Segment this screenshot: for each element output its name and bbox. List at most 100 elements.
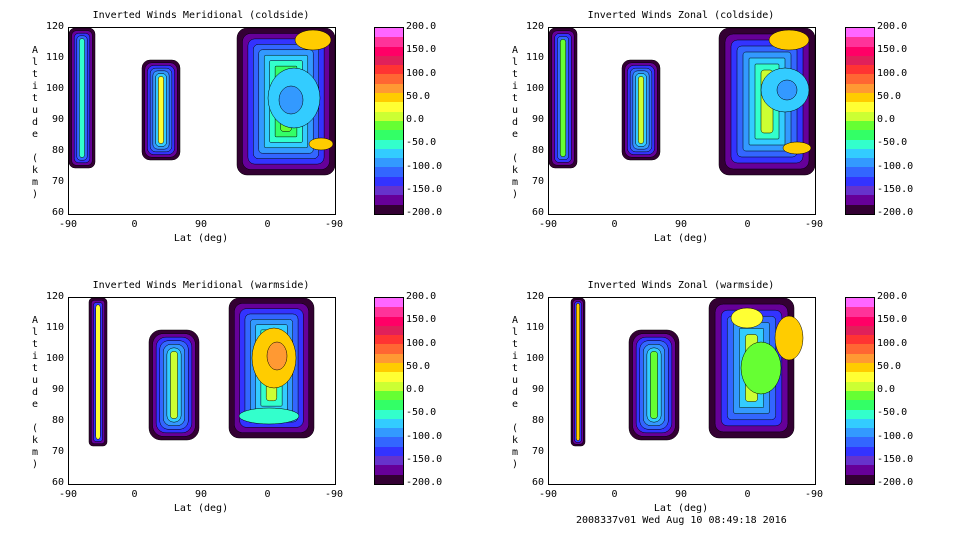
x-tick-label: 0: [131, 219, 138, 230]
colorbar-tick-label: -150.0: [406, 453, 443, 465]
colorbar-tick-label: 100.0: [877, 337, 908, 349]
colorbar-tick-label: 200.0: [877, 291, 908, 302]
x-tick-label: 0: [744, 489, 751, 500]
colorbar-swatch: [375, 186, 403, 196]
colorbar-swatch: [375, 158, 403, 168]
colorbar-tick-label: -100.0: [877, 160, 914, 172]
contour-core: [559, 38, 567, 158]
x-tick-label: 0: [611, 219, 618, 230]
colorbar-tick-label: -100.0: [406, 430, 443, 442]
colorbar-swatch: [375, 418, 403, 429]
contour-plot: [68, 27, 336, 215]
x-tick-label: -90: [58, 219, 78, 230]
contour-feature: [774, 315, 804, 361]
colorbar-tick-label: 100.0: [406, 67, 437, 79]
colorbar-tick-label: -200.0: [877, 477, 914, 488]
y-tick-label: 70: [531, 176, 544, 187]
colorbar-tick-label: 150.0: [406, 44, 437, 56]
colorbar-swatch: [375, 46, 403, 56]
colorbar-tick-label: 50.0: [406, 90, 431, 102]
colorbar-tick-label: 150.0: [877, 44, 908, 56]
x-tick-label: 0: [264, 219, 271, 230]
colorbar-tick-label: 200.0: [406, 291, 437, 302]
colorbar-tick-label: 150.0: [877, 314, 908, 326]
colorbar-swatch: [846, 446, 874, 457]
colorbar-swatch: [846, 111, 874, 121]
y-tick-label: 90: [531, 384, 544, 395]
colorbar-swatch: [375, 390, 403, 401]
contour-feature: [740, 341, 782, 395]
contour-core: [650, 351, 658, 419]
colorbar: [845, 297, 875, 485]
colorbar-swatch: [375, 74, 403, 84]
colorbar-tick-label: 0.0: [406, 384, 425, 395]
y-tick-label: 120: [45, 21, 64, 32]
x-tick-label: 0: [611, 489, 618, 500]
colorbar-swatch: [846, 335, 874, 345]
colorbar-swatch: [846, 148, 874, 159]
colorbar-tick-label: 100.0: [406, 337, 437, 349]
colorbar-swatch: [846, 400, 874, 410]
x-axis-label: Lat (deg): [173, 503, 229, 514]
colorbar-tick-label: 200.0: [877, 21, 908, 32]
x-tick-label: 0: [131, 489, 138, 500]
colorbar-swatch: [375, 204, 403, 214]
colorbar-tick-label: -200.0: [877, 207, 914, 218]
y-tick-label: 80: [531, 145, 544, 156]
contour-core: [95, 304, 101, 440]
contour-feature: [266, 341, 288, 371]
contour-core: [79, 38, 85, 158]
chart-title: Inverted Winds Meridional (coldside): [92, 10, 310, 21]
contour-core: [638, 76, 644, 144]
colorbar-swatch: [375, 456, 403, 466]
x-tick-label: 90: [194, 219, 208, 230]
colorbar-swatch: [375, 353, 403, 364]
contour-svg: [549, 28, 815, 176]
contour-feature: [768, 29, 810, 51]
colorbar-swatch: [375, 130, 403, 140]
colorbar-swatch: [846, 158, 874, 168]
y-tick-label: 110: [525, 322, 544, 333]
colorbar-swatch: [846, 353, 874, 364]
contour-feature: [238, 407, 300, 425]
colorbar-swatch: [846, 120, 874, 131]
timestamp-footer: 2008337v01 Wed Aug 10 08:49:18 2016: [576, 515, 787, 526]
colorbar-swatch: [375, 344, 403, 354]
colorbar-swatch: [846, 176, 874, 187]
y-tick-label: 60: [51, 207, 64, 218]
contour-feature: [294, 29, 332, 51]
colorbar-swatch: [375, 139, 403, 149]
colorbar-swatch: [846, 55, 874, 66]
colorbar-swatch: [375, 428, 403, 438]
y-tick-label: 90: [51, 114, 64, 125]
x-axis-label: Lat (deg): [653, 233, 709, 244]
colorbar-tick-label: -50.0: [406, 137, 437, 149]
colorbar-tick-label: 0.0: [406, 114, 425, 125]
contour-plot: [548, 27, 816, 215]
x-tick-label: -90: [324, 219, 344, 230]
contour-feature: [308, 137, 334, 151]
colorbar-tick-label: 0.0: [877, 384, 896, 395]
contour-svg: [69, 28, 335, 176]
colorbar-swatch: [375, 65, 403, 75]
colorbar-tick-label: -150.0: [406, 183, 443, 195]
colorbar: [374, 297, 404, 485]
colorbar-swatch: [846, 167, 874, 177]
y-tick-label: 90: [51, 384, 64, 395]
y-tick-label: 60: [531, 207, 544, 218]
colorbar-swatch: [375, 465, 403, 475]
colorbar-swatch: [375, 372, 403, 382]
colorbar-swatch: [375, 307, 403, 317]
colorbar-swatch: [846, 195, 874, 205]
colorbar-tick-label: 0.0: [877, 114, 896, 125]
colorbar-swatch: [375, 409, 403, 419]
colorbar-tick-label: -100.0: [877, 430, 914, 442]
x-tick-label: 0: [744, 219, 751, 230]
colorbar-swatch: [846, 307, 874, 317]
colorbar-swatch: [846, 390, 874, 401]
contour-feature: [278, 85, 304, 115]
colorbar-swatch: [846, 316, 874, 326]
